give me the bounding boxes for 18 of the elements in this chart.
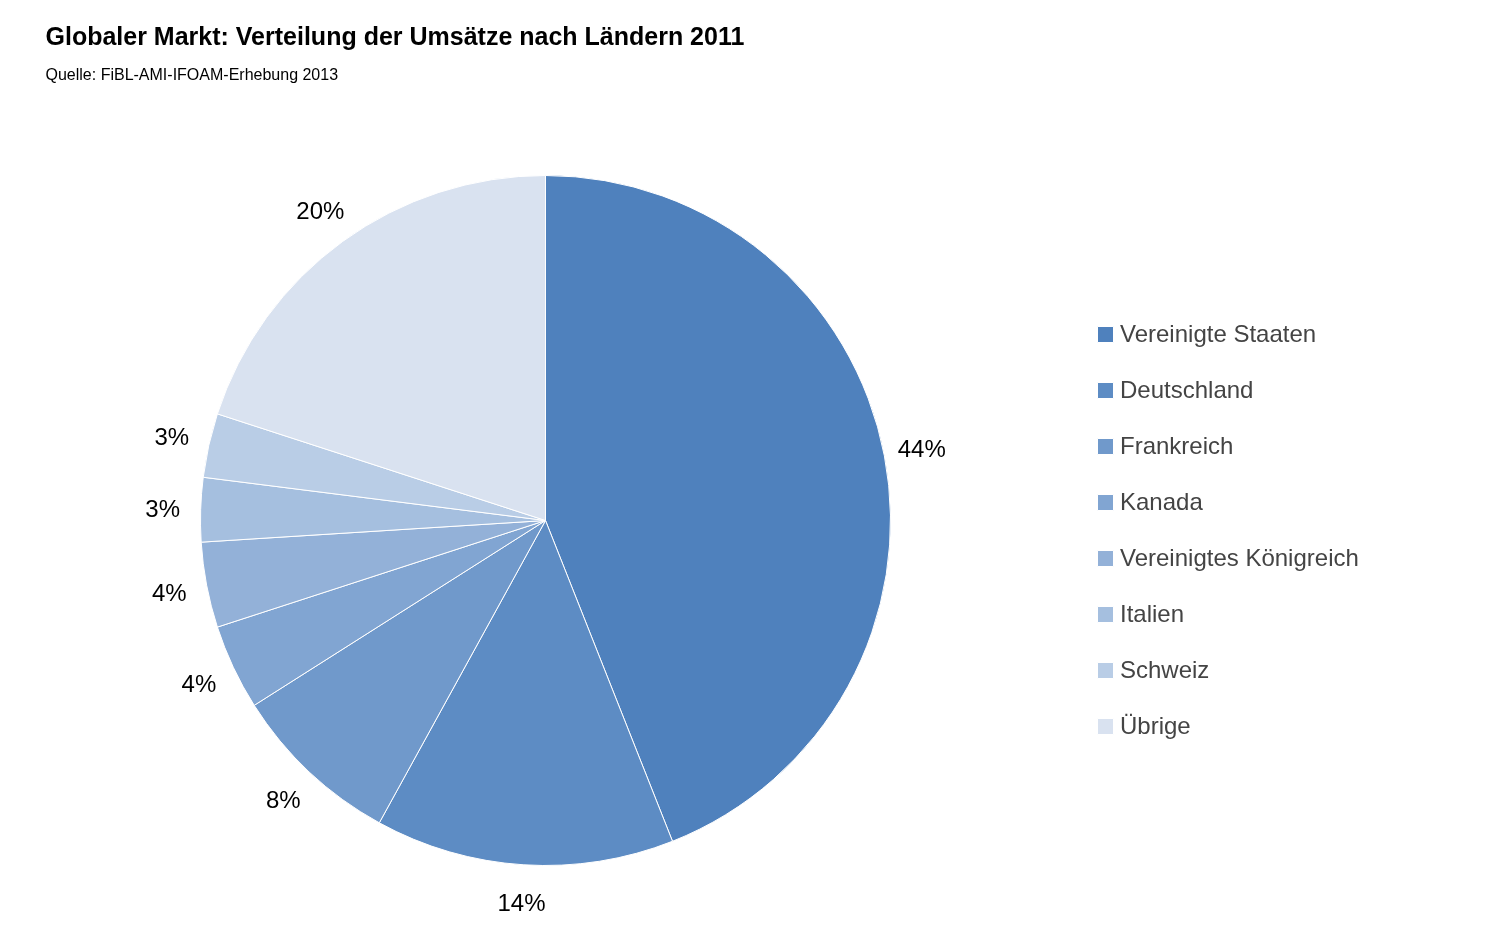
legend-label: Vereinigte Staaten	[1120, 320, 1317, 348]
chart-subtitle: Quelle: FiBL-AMI-IFOAM-Erhebung 2013	[45, 66, 339, 83]
legend-label: Frankreich	[1120, 432, 1234, 460]
data-label: 3%	[145, 494, 181, 522]
legend-label: Italien	[1120, 600, 1185, 628]
legend-label: Schweiz	[1120, 656, 1210, 684]
data-label: 44%	[897, 435, 946, 463]
data-label: 14%	[497, 889, 546, 917]
data-label: 4%	[181, 670, 217, 698]
data-label: 3%	[154, 423, 190, 451]
legend-label: Kanada	[1120, 488, 1203, 516]
data-label: 20%	[296, 197, 345, 225]
chart-title: Globaler Markt: Verteilung der Umsätze nach Ländern 2011	[45, 21, 745, 50]
data-label: 8%	[265, 786, 301, 814]
data-label: 4%	[151, 578, 187, 606]
legend-label: Deutschland	[1120, 376, 1254, 404]
legend-label: Vereinigtes Königreich	[1120, 544, 1359, 572]
legend-label: Übrige	[1120, 712, 1191, 740]
